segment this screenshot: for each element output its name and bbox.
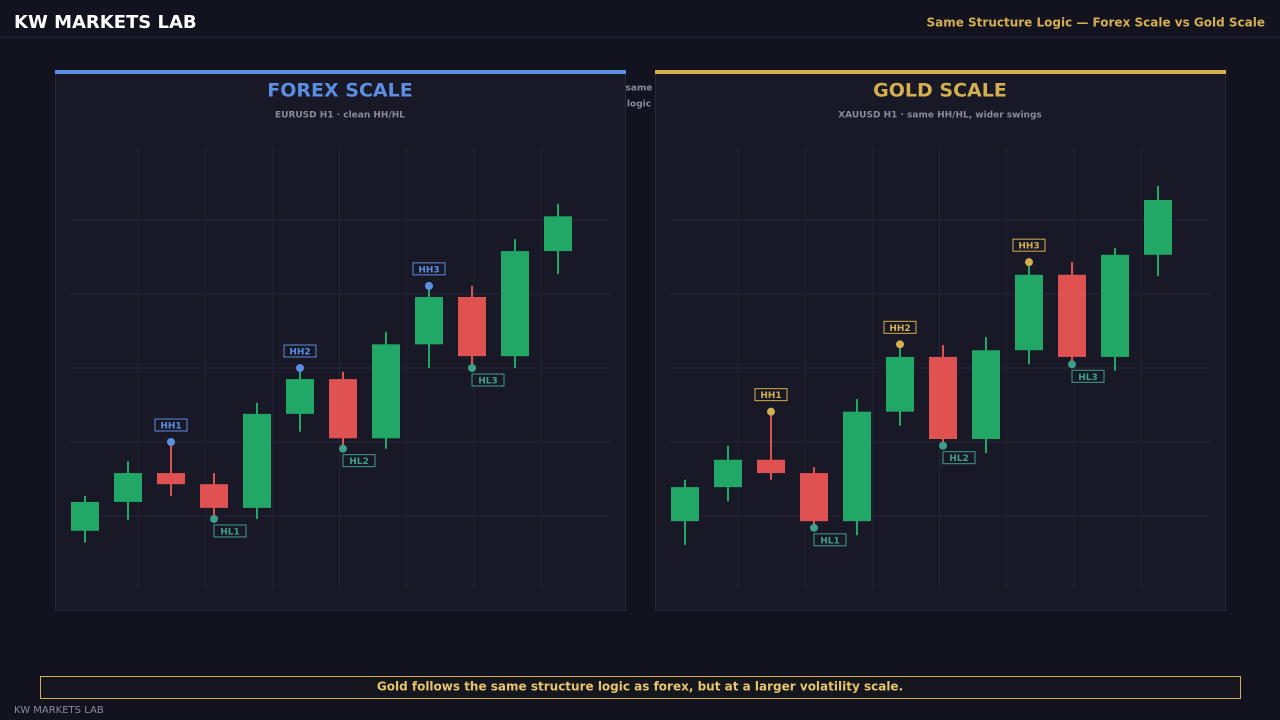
candle-body <box>972 350 1000 440</box>
candle-body <box>1015 274 1043 351</box>
swing-label-box <box>1012 238 1046 252</box>
swing-dot <box>767 407 775 416</box>
candle-body <box>544 216 572 252</box>
footer-brand: KW MARKETS LAB <box>14 705 104 716</box>
candle-body <box>114 473 142 502</box>
swing-label-box <box>813 533 847 547</box>
swing-dot <box>896 340 904 349</box>
brand-title: KW MARKETS LAB <box>14 12 197 33</box>
candle-body <box>415 296 443 345</box>
swing-dot <box>167 438 175 446</box>
swing-label: HH3 <box>418 265 439 275</box>
swing-label-box <box>471 373 505 387</box>
swing-dot <box>339 444 347 453</box>
swing-label: HL3 <box>478 377 498 387</box>
candle-body <box>714 459 742 488</box>
candle-body <box>458 296 486 357</box>
swing-label-box <box>942 451 976 465</box>
candle-body <box>286 379 314 414</box>
panel-accent <box>55 70 626 74</box>
candle-body <box>843 411 871 522</box>
header-subtitle: Same Structure Logic — Forex Scale vs Go… <box>926 16 1265 30</box>
candle-body <box>929 356 957 440</box>
swing-dot <box>1068 360 1076 369</box>
panel-subtitle: EURUSD H1 · clean HH/HL <box>275 111 405 121</box>
connector-text: logic <box>627 100 651 110</box>
swing-dot <box>1025 258 1033 267</box>
candle-body <box>329 379 357 439</box>
candle-body <box>800 473 828 522</box>
candle-body <box>372 344 400 439</box>
swing-label: HL1 <box>820 536 840 546</box>
candle-body <box>671 487 699 522</box>
swing-label: HH2 <box>289 348 310 358</box>
panel-accent <box>655 70 1226 74</box>
panel-title: FOREX SCALE <box>267 80 412 102</box>
candle-body <box>243 413 271 508</box>
swing-dot <box>810 523 818 532</box>
swing-dot <box>939 441 947 450</box>
swing-label-box <box>283 344 317 358</box>
candle-body <box>886 356 914 412</box>
swing-label: HH2 <box>889 324 910 334</box>
candle-body <box>200 484 228 508</box>
candle-body <box>71 501 99 531</box>
swing-label-box <box>213 524 247 538</box>
candle-body <box>1058 274 1086 357</box>
swing-label-box <box>754 388 788 402</box>
swing-dot <box>210 514 218 523</box>
candle-body <box>157 473 185 485</box>
swing-label-box <box>1071 369 1105 383</box>
swing-label: HH1 <box>760 391 781 401</box>
swing-label-box <box>883 320 917 334</box>
footer-banner <box>40 676 1241 699</box>
panel <box>55 70 626 611</box>
swing-label-box <box>154 418 188 432</box>
swing-label-box <box>412 262 446 276</box>
connector-text: same <box>626 84 653 94</box>
candle-body <box>1101 254 1129 357</box>
swing-label: HH1 <box>160 422 181 432</box>
swing-label: HL2 <box>949 454 969 464</box>
swing-label: HH3 <box>1018 242 1039 252</box>
swing-label: HL1 <box>220 527 240 537</box>
panel-title: GOLD SCALE <box>873 80 1007 102</box>
candle-body <box>757 459 785 474</box>
swing-label: HL2 <box>349 457 369 467</box>
swing-dot <box>296 364 304 372</box>
candle-body <box>1144 200 1172 255</box>
candle-body <box>501 251 529 357</box>
footer-note: Gold follows the same structure logic as… <box>377 680 903 694</box>
panel <box>655 70 1226 611</box>
swing-label: HL3 <box>1078 373 1098 383</box>
panel-subtitle: XAUUSD H1 · same HH/HL, wider swings <box>838 111 1042 121</box>
swing-dot <box>468 364 476 372</box>
swing-label-box <box>342 454 376 468</box>
swing-dot <box>425 281 433 290</box>
